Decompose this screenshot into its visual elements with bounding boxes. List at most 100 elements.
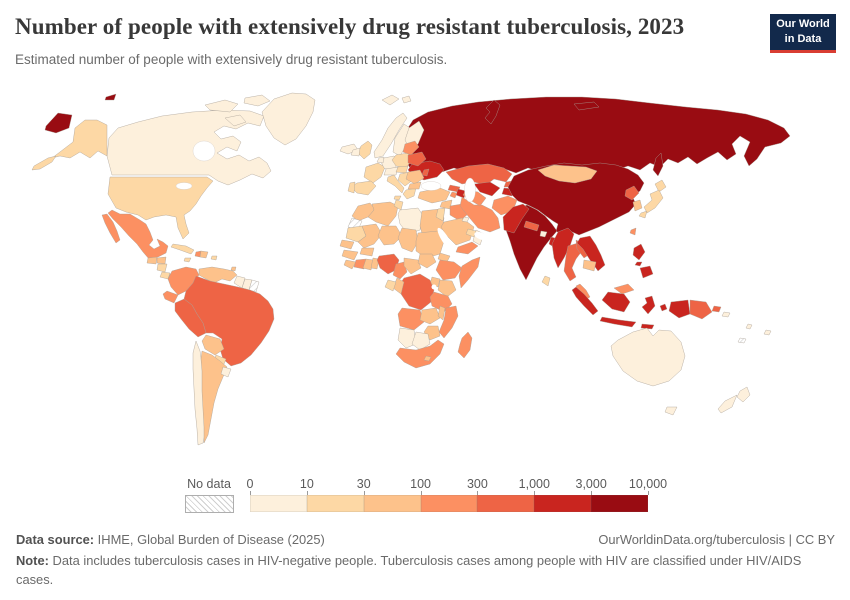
- country-russia-sakhalin[interactable]: [652, 152, 664, 177]
- legend-bin-0[interactable]: [250, 495, 307, 512]
- country-ghana[interactable]: [362, 258, 374, 271]
- country-papua-new-guinea-new-britain[interactable]: [711, 305, 722, 313]
- country-sicily[interactable]: [393, 195, 402, 201]
- country-australia[interactable]: [610, 327, 686, 387]
- country-puerto-rico[interactable]: [210, 255, 218, 261]
- country-vanuatu[interactable]: [745, 323, 753, 330]
- country-nepal[interactable]: [523, 220, 540, 232]
- country-uruguay[interactable]: [220, 366, 232, 378]
- country-norway[interactable]: [373, 112, 408, 159]
- country-armenia[interactable]: [449, 191, 458, 199]
- country-indonesia-java[interactable]: [599, 316, 637, 328]
- country-democratic-republic-of-congo[interactable]: [399, 273, 435, 311]
- country-new-zealand-north-island[interactable]: [736, 386, 751, 403]
- country-greece[interactable]: [402, 187, 417, 200]
- country-new-zealand-south-island[interactable]: [717, 394, 738, 414]
- country-mexico-baja-california[interactable]: [101, 213, 121, 244]
- country-peru[interactable]: [174, 298, 207, 338]
- country-svalbard-east[interactable]: [401, 95, 412, 104]
- country-italy[interactable]: [386, 174, 405, 194]
- country-mongolia[interactable]: [537, 164, 598, 184]
- country-greenland[interactable]: [261, 92, 316, 146]
- country-malawi[interactable]: [437, 305, 446, 321]
- country-philippines-mindanao[interactable]: [639, 265, 654, 279]
- country-yemen[interactable]: [455, 241, 479, 255]
- country-australia-tasmania[interactable]: [664, 406, 678, 416]
- country-hungary-and-slovakia[interactable]: [395, 165, 409, 174]
- country-russia-novaya-zemlya[interactable]: [484, 99, 501, 125]
- country-myanmar[interactable]: [551, 227, 575, 269]
- country-taiwan[interactable]: [629, 227, 637, 236]
- country-russia-chukotka[interactable]: [44, 112, 73, 134]
- country-philippines-luzon[interactable]: [632, 243, 646, 261]
- country-trinidad-and-tobago[interactable]: [230, 266, 237, 272]
- country-moldova[interactable]: [421, 168, 430, 177]
- country-bhutan[interactable]: [539, 230, 548, 238]
- country-south-africa[interactable]: [395, 339, 445, 369]
- country-france[interactable]: [363, 162, 386, 184]
- country-bolivia[interactable]: [201, 334, 225, 356]
- country-senegal[interactable]: [339, 239, 355, 250]
- country-gabon[interactable]: [384, 279, 397, 292]
- country-central-african-republic[interactable]: [403, 257, 422, 275]
- country-south-sudan[interactable]: [417, 253, 437, 269]
- legend-bin-4[interactable]: [477, 495, 535, 512]
- owid-logo[interactable]: Our World in Data: [770, 14, 836, 53]
- country-botswana[interactable]: [411, 331, 431, 351]
- country-new-caledonia[interactable]: [737, 337, 747, 344]
- country-indonesia-sumatra[interactable]: [571, 286, 599, 316]
- country-fiji[interactable]: [763, 329, 772, 336]
- country-japan-kyushu[interactable]: [638, 210, 648, 219]
- country-canada[interactable]: [106, 109, 272, 186]
- country-indonesia-kalimantan[interactable]: [601, 291, 631, 313]
- legend-bin-2[interactable]: [363, 495, 421, 512]
- owid-link[interactable]: OurWorldinData.org/tuberculosis | CC BY: [598, 532, 835, 547]
- country-kuwait[interactable]: [461, 216, 470, 223]
- country-cambodia[interactable]: [582, 259, 597, 272]
- legend-bin-3[interactable]: [420, 495, 478, 512]
- country-israel-and-jordan[interactable]: [435, 207, 446, 222]
- country-mexico[interactable]: [107, 209, 169, 260]
- country-niger[interactable]: [377, 225, 403, 246]
- country-nicaragua[interactable]: [156, 263, 168, 273]
- legend-bin-5[interactable]: [534, 495, 592, 512]
- country-cote-d-ivoire[interactable]: [353, 258, 367, 270]
- country-indonesia-maluku[interactable]: [659, 303, 668, 312]
- country-south-korea[interactable]: [632, 199, 643, 212]
- country-indonesia-lesser-sunda[interactable]: [640, 323, 655, 330]
- country-portugal[interactable]: [347, 181, 356, 194]
- country-madagascar[interactable]: [457, 331, 473, 359]
- country-uzbekistan[interactable]: [473, 181, 501, 197]
- country-pakistan[interactable]: [502, 203, 530, 234]
- country-philippines-visayas[interactable]: [634, 261, 643, 267]
- country-canadian-arctic-3[interactable]: [224, 114, 247, 127]
- country-russia[interactable]: [404, 96, 791, 175]
- country-papua-new-guinea[interactable]: [689, 299, 713, 320]
- country-romania[interactable]: [405, 169, 425, 185]
- country-malaysia-borneo[interactable]: [613, 283, 635, 295]
- country-ecuador[interactable]: [162, 290, 179, 304]
- country-cameroon[interactable]: [392, 261, 408, 280]
- country-argentina[interactable]: [200, 350, 228, 444]
- country-belarus[interactable]: [407, 151, 427, 167]
- country-ethiopia[interactable]: [435, 259, 463, 281]
- country-benelux[interactable]: [376, 156, 385, 164]
- legend-bin-6[interactable]: [591, 495, 648, 512]
- country-indonesia-sulawesi[interactable]: [641, 295, 656, 315]
- country-cuba[interactable]: [170, 243, 195, 255]
- country-french-guiana[interactable]: [248, 279, 260, 293]
- country-togo-and-benin[interactable]: [370, 257, 380, 270]
- country-somalia[interactable]: [458, 256, 481, 289]
- country-united-kingdom[interactable]: [357, 140, 373, 160]
- country-namibia[interactable]: [397, 327, 417, 349]
- country-baltic-states[interactable]: [402, 140, 420, 156]
- country-russia-wrangel-island[interactable]: [104, 93, 117, 101]
- country-honduras[interactable]: [156, 256, 167, 265]
- country-nigeria[interactable]: [376, 253, 400, 275]
- country-canadian-arctic-1[interactable]: [204, 99, 239, 113]
- country-vietnam[interactable]: [576, 235, 606, 272]
- country-mali[interactable]: [357, 223, 383, 249]
- country-north-korea[interactable]: [624, 185, 640, 201]
- country-lesotho[interactable]: [423, 355, 432, 362]
- country-czechia-and-austria[interactable]: [383, 166, 399, 176]
